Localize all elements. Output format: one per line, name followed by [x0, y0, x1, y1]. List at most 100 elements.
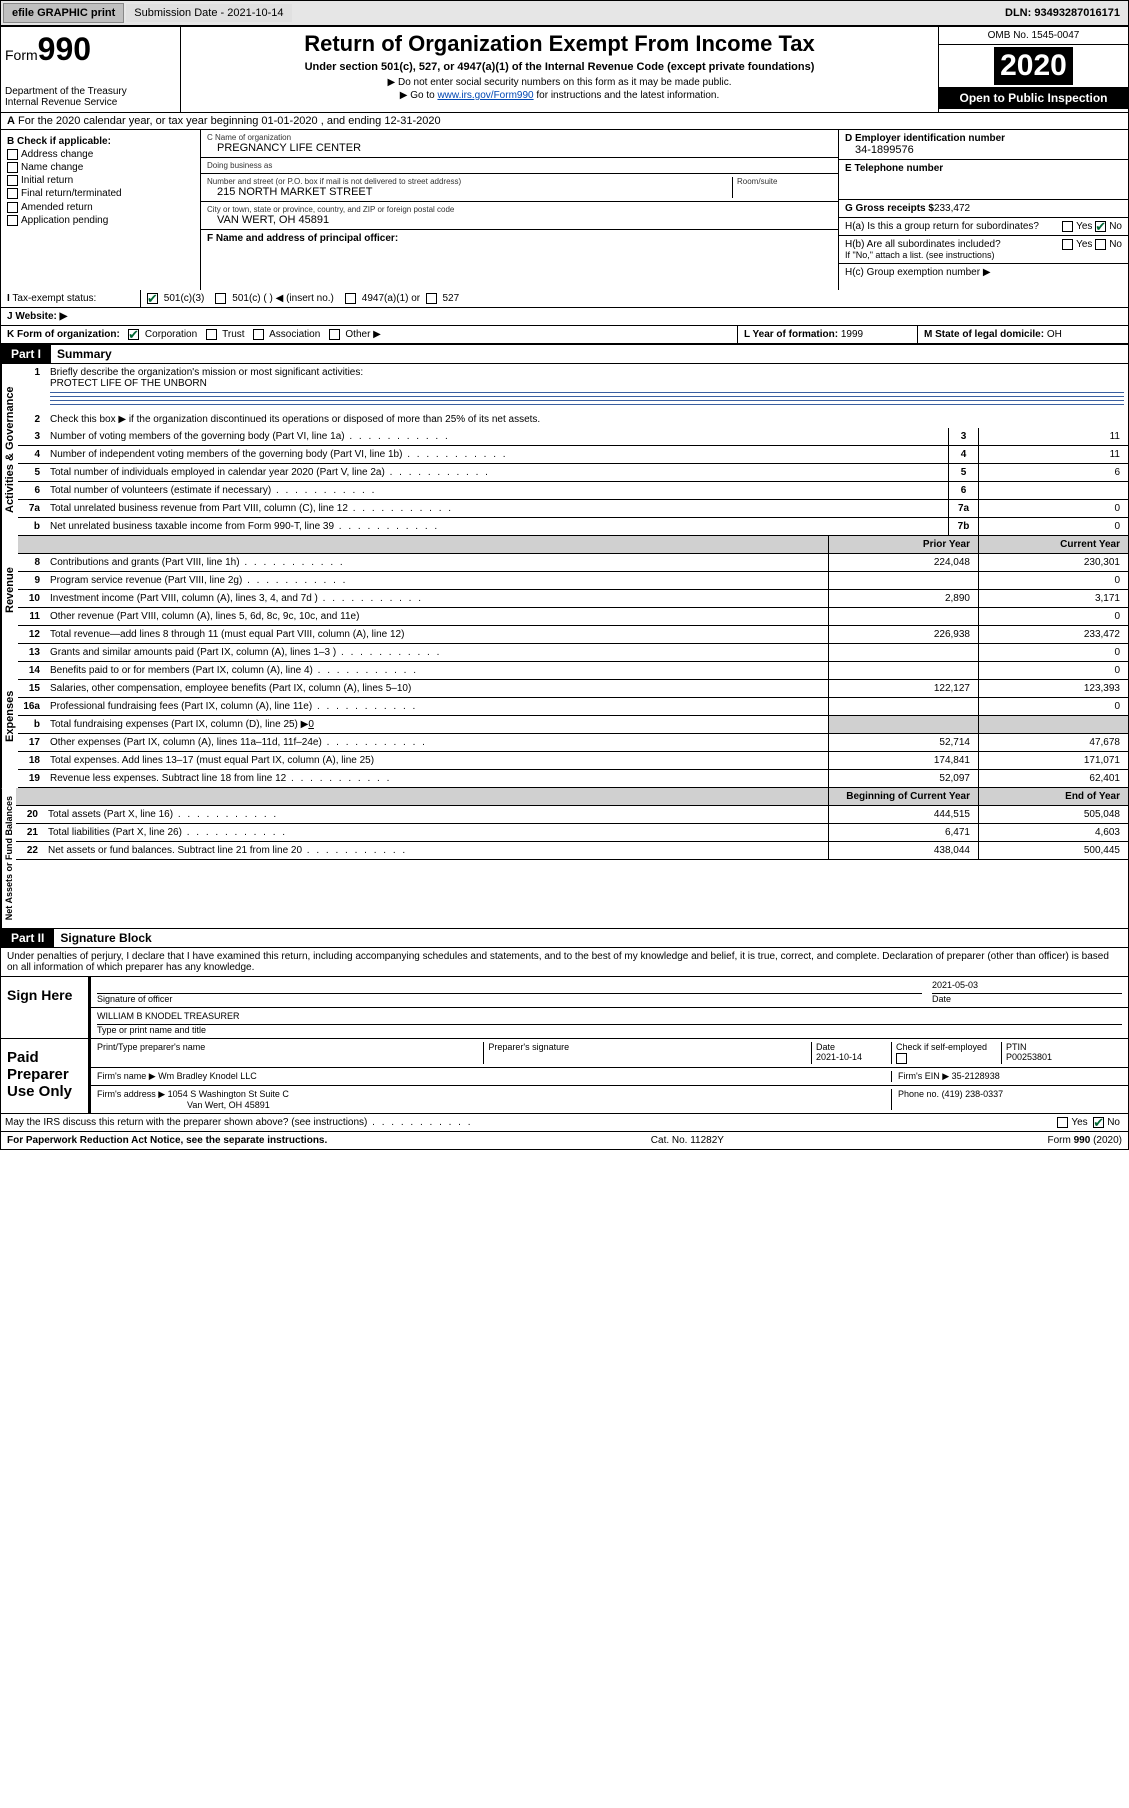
state-domicile: OH — [1047, 329, 1062, 340]
subordinates-row: H(b) Are all subordinates included? Yes … — [839, 236, 1128, 264]
section-a: A For the 2020 calendar year, or tax yea… — [1, 113, 1128, 130]
net-assets-block: Net Assets or Fund Balances Beginning of… — [1, 788, 1128, 928]
l8-current: 230,301 — [978, 554, 1128, 571]
omb-number: OMB No. 1545-0047 — [939, 27, 1128, 45]
group-return-row: H(a) Is this a group return for subordin… — [839, 218, 1128, 236]
527-checkbox[interactable] — [426, 293, 437, 304]
paid-preparer-block: Paid Preparer Use Only Print/Type prepar… — [1, 1039, 1128, 1113]
l8-prior: 224,048 — [828, 554, 978, 571]
ha-no-checkbox[interactable] — [1095, 221, 1106, 232]
net-side-label: Net Assets or Fund Balances — [1, 788, 16, 928]
hb-yes-checkbox[interactable] — [1062, 239, 1073, 250]
prep-date: 2021-10-14 — [816, 1052, 862, 1062]
final-return-checkbox[interactable] — [7, 188, 18, 199]
open-to-public: Open to Public Inspection — [939, 87, 1128, 109]
l12-prior: 226,938 — [828, 626, 978, 643]
form-number: Form990 — [5, 31, 176, 68]
gross-receipts-row: G Gross receipts $233,472 — [839, 200, 1128, 218]
line4-val: 11 — [978, 446, 1128, 463]
l18-current: 171,071 — [978, 752, 1128, 769]
discuss-row: May the IRS discuss this return with the… — [1, 1114, 1128, 1132]
city-row: City or town, state or province, country… — [201, 202, 838, 230]
submission-date: Submission Date - 2021-10-14 — [126, 4, 291, 22]
corporation-checkbox[interactable] — [128, 329, 139, 340]
line7a-val: 0 — [978, 500, 1128, 517]
firm-phone: (419) 238-0337 — [942, 1089, 1004, 1099]
trust-checkbox[interactable] — [206, 329, 217, 340]
revenue-block: Revenue Prior YearCurrent Year 8Contribu… — [1, 536, 1128, 644]
mission-text: PROTECT LIFE OF THE UNBORN — [50, 378, 207, 389]
officer-name: WILLIAM B KNODEL TREASURER — [97, 1011, 1122, 1025]
4947-checkbox[interactable] — [345, 293, 356, 304]
line5-val: 6 — [978, 464, 1128, 481]
ein-row: D Employer identification number 34-1899… — [839, 130, 1128, 160]
l21-begin: 6,471 — [828, 824, 978, 841]
efile-print-button[interactable]: efile GRAPHIC print — [3, 3, 124, 23]
dept-label: Department of the Treasury Internal Reve… — [5, 86, 176, 108]
discuss-no-checkbox[interactable] — [1093, 1117, 1104, 1128]
name-change-checkbox[interactable] — [7, 162, 18, 173]
group-exemption-row: H(c) Group exemption number ▶ — [839, 264, 1128, 281]
check-if-applicable: B Check if applicable: Address change Na… — [1, 130, 201, 290]
l14-current: 0 — [978, 662, 1128, 679]
ag-side-label: Activities & Governance — [1, 364, 18, 536]
l13-current: 0 — [978, 644, 1128, 661]
form-header: Form990 Department of the Treasury Inter… — [1, 27, 1128, 113]
org-name: PREGNANCY LIFE CENTER — [207, 142, 832, 154]
form-container: efile GRAPHIC print Submission Date - 20… — [0, 0, 1129, 1150]
l22-begin: 438,044 — [828, 842, 978, 859]
address-change-checkbox[interactable] — [7, 149, 18, 160]
ptin: P00253801 — [1006, 1052, 1052, 1062]
l10-prior: 2,890 — [828, 590, 978, 607]
line3-val: 11 — [978, 428, 1128, 445]
expenses-side-label: Expenses — [1, 644, 18, 788]
association-checkbox[interactable] — [253, 329, 264, 340]
l10-current: 3,171 — [978, 590, 1128, 607]
l20-begin: 444,515 — [828, 806, 978, 823]
subtitle-1: Under section 501(c), 527, or 4947(a)(1)… — [189, 61, 930, 73]
l19-current: 62,401 — [978, 770, 1128, 787]
line6-val — [978, 482, 1128, 499]
amended-return-checkbox[interactable] — [7, 202, 18, 213]
dln-label: DLN: 93493287016171 — [997, 4, 1128, 22]
gross-receipts: 233,472 — [934, 203, 970, 214]
501c3-checkbox[interactable] — [147, 293, 158, 304]
year-formation: 1999 — [841, 329, 863, 340]
activities-governance-block: Activities & Governance 1 Briefly descri… — [1, 364, 1128, 536]
city-state-zip: VAN WERT, OH 45891 — [207, 214, 832, 226]
street-row: Number and street (or P.O. box if mail i… — [201, 174, 838, 202]
paid-preparer-label: Paid Preparer Use Only — [1, 1039, 91, 1112]
application-pending-checkbox[interactable] — [7, 215, 18, 226]
ha-yes-checkbox[interactable] — [1062, 221, 1073, 232]
hb-no-checkbox[interactable] — [1095, 239, 1106, 250]
tax-exempt-row: I Tax-exempt status: 501(c)(3) 501(c) ( … — [1, 290, 1128, 308]
officer-row: F Name and address of principal officer: — [201, 230, 838, 290]
self-employed-checkbox[interactable] — [896, 1053, 907, 1064]
firm-ein: 35-2128938 — [952, 1071, 1000, 1081]
other-checkbox[interactable] — [329, 329, 340, 340]
form-of-org-row: K Form of organization: Corporation Trus… — [1, 326, 1128, 344]
line7b-val: 0 — [978, 518, 1128, 535]
street-address: 215 NORTH MARKET STREET — [207, 186, 732, 198]
tax-year: 2020 — [994, 47, 1073, 85]
expenses-block: Expenses 13Grants and similar amounts pa… — [1, 644, 1128, 788]
l19-prior: 52,097 — [828, 770, 978, 787]
l16a-current: 0 — [978, 698, 1128, 715]
phone-row: E Telephone number — [839, 160, 1128, 200]
501c-checkbox[interactable] — [215, 293, 226, 304]
dba-row: Doing business as — [201, 158, 838, 174]
l15-prior: 122,127 — [828, 680, 978, 697]
l16b-val: 0 — [308, 719, 314, 730]
website-row: J Website: ▶ — [1, 308, 1128, 326]
instructions-link[interactable]: www.irs.gov/Form990 — [437, 90, 533, 101]
subtitle-2: ▶ Do not enter social security numbers o… — [189, 77, 930, 88]
firm-addr2: Van Wert, OH 45891 — [97, 1100, 270, 1110]
subtitle-3: ▶ Go to www.irs.gov/Form990 for instruct… — [189, 90, 930, 101]
l17-current: 47,678 — [978, 734, 1128, 751]
l18-prior: 174,841 — [828, 752, 978, 769]
initial-return-checkbox[interactable] — [7, 175, 18, 186]
discuss-yes-checkbox[interactable] — [1057, 1117, 1068, 1128]
org-name-row: C Name of organization PREGNANCY LIFE CE… — [201, 130, 838, 158]
sign-here-label: Sign Here — [1, 977, 91, 1038]
l21-end: 4,603 — [978, 824, 1128, 841]
